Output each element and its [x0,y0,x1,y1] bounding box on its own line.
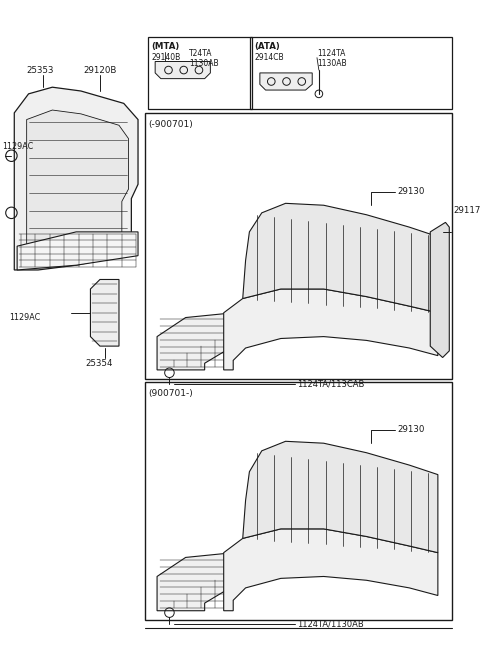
Bar [147,37,252,109]
Polygon shape [243,442,438,553]
Text: 29130: 29130 [397,187,424,196]
Polygon shape [155,62,210,79]
Text: 1130AB: 1130AB [190,59,219,68]
Text: 29117: 29117 [453,206,480,215]
Bar [144,382,452,620]
Text: 29130: 29130 [397,425,424,434]
Text: 1124TA: 1124TA [317,49,345,58]
Text: (ATA): (ATA) [254,42,280,51]
Text: 25353: 25353 [27,66,54,74]
Text: 2914CB: 2914CB [254,53,284,62]
Text: 1124TA/113CAB: 1124TA/113CAB [297,380,364,389]
Polygon shape [430,222,449,357]
Polygon shape [14,87,138,270]
Polygon shape [224,529,438,611]
Polygon shape [157,313,233,370]
Text: 1129AC: 1129AC [2,142,33,150]
Text: 1130AB: 1130AB [317,59,347,68]
Text: 29140B: 29140B [151,53,180,62]
Polygon shape [224,289,438,370]
Text: (-900701): (-900701) [148,120,193,129]
Bar [251,37,452,109]
Bar [144,113,452,380]
Text: 1129AC: 1129AC [10,313,41,322]
Polygon shape [243,203,438,313]
Polygon shape [17,232,138,270]
Polygon shape [27,110,129,260]
Text: 1124TA/1130AB: 1124TA/1130AB [297,620,364,629]
Text: (MTA): (MTA) [151,42,180,51]
Polygon shape [260,73,312,90]
Polygon shape [90,279,119,346]
Text: 25354: 25354 [85,359,113,368]
Text: 29120B: 29120B [84,66,117,74]
Text: (900701-): (900701-) [148,389,193,398]
Text: T24TA: T24TA [190,49,213,58]
Polygon shape [157,553,233,611]
